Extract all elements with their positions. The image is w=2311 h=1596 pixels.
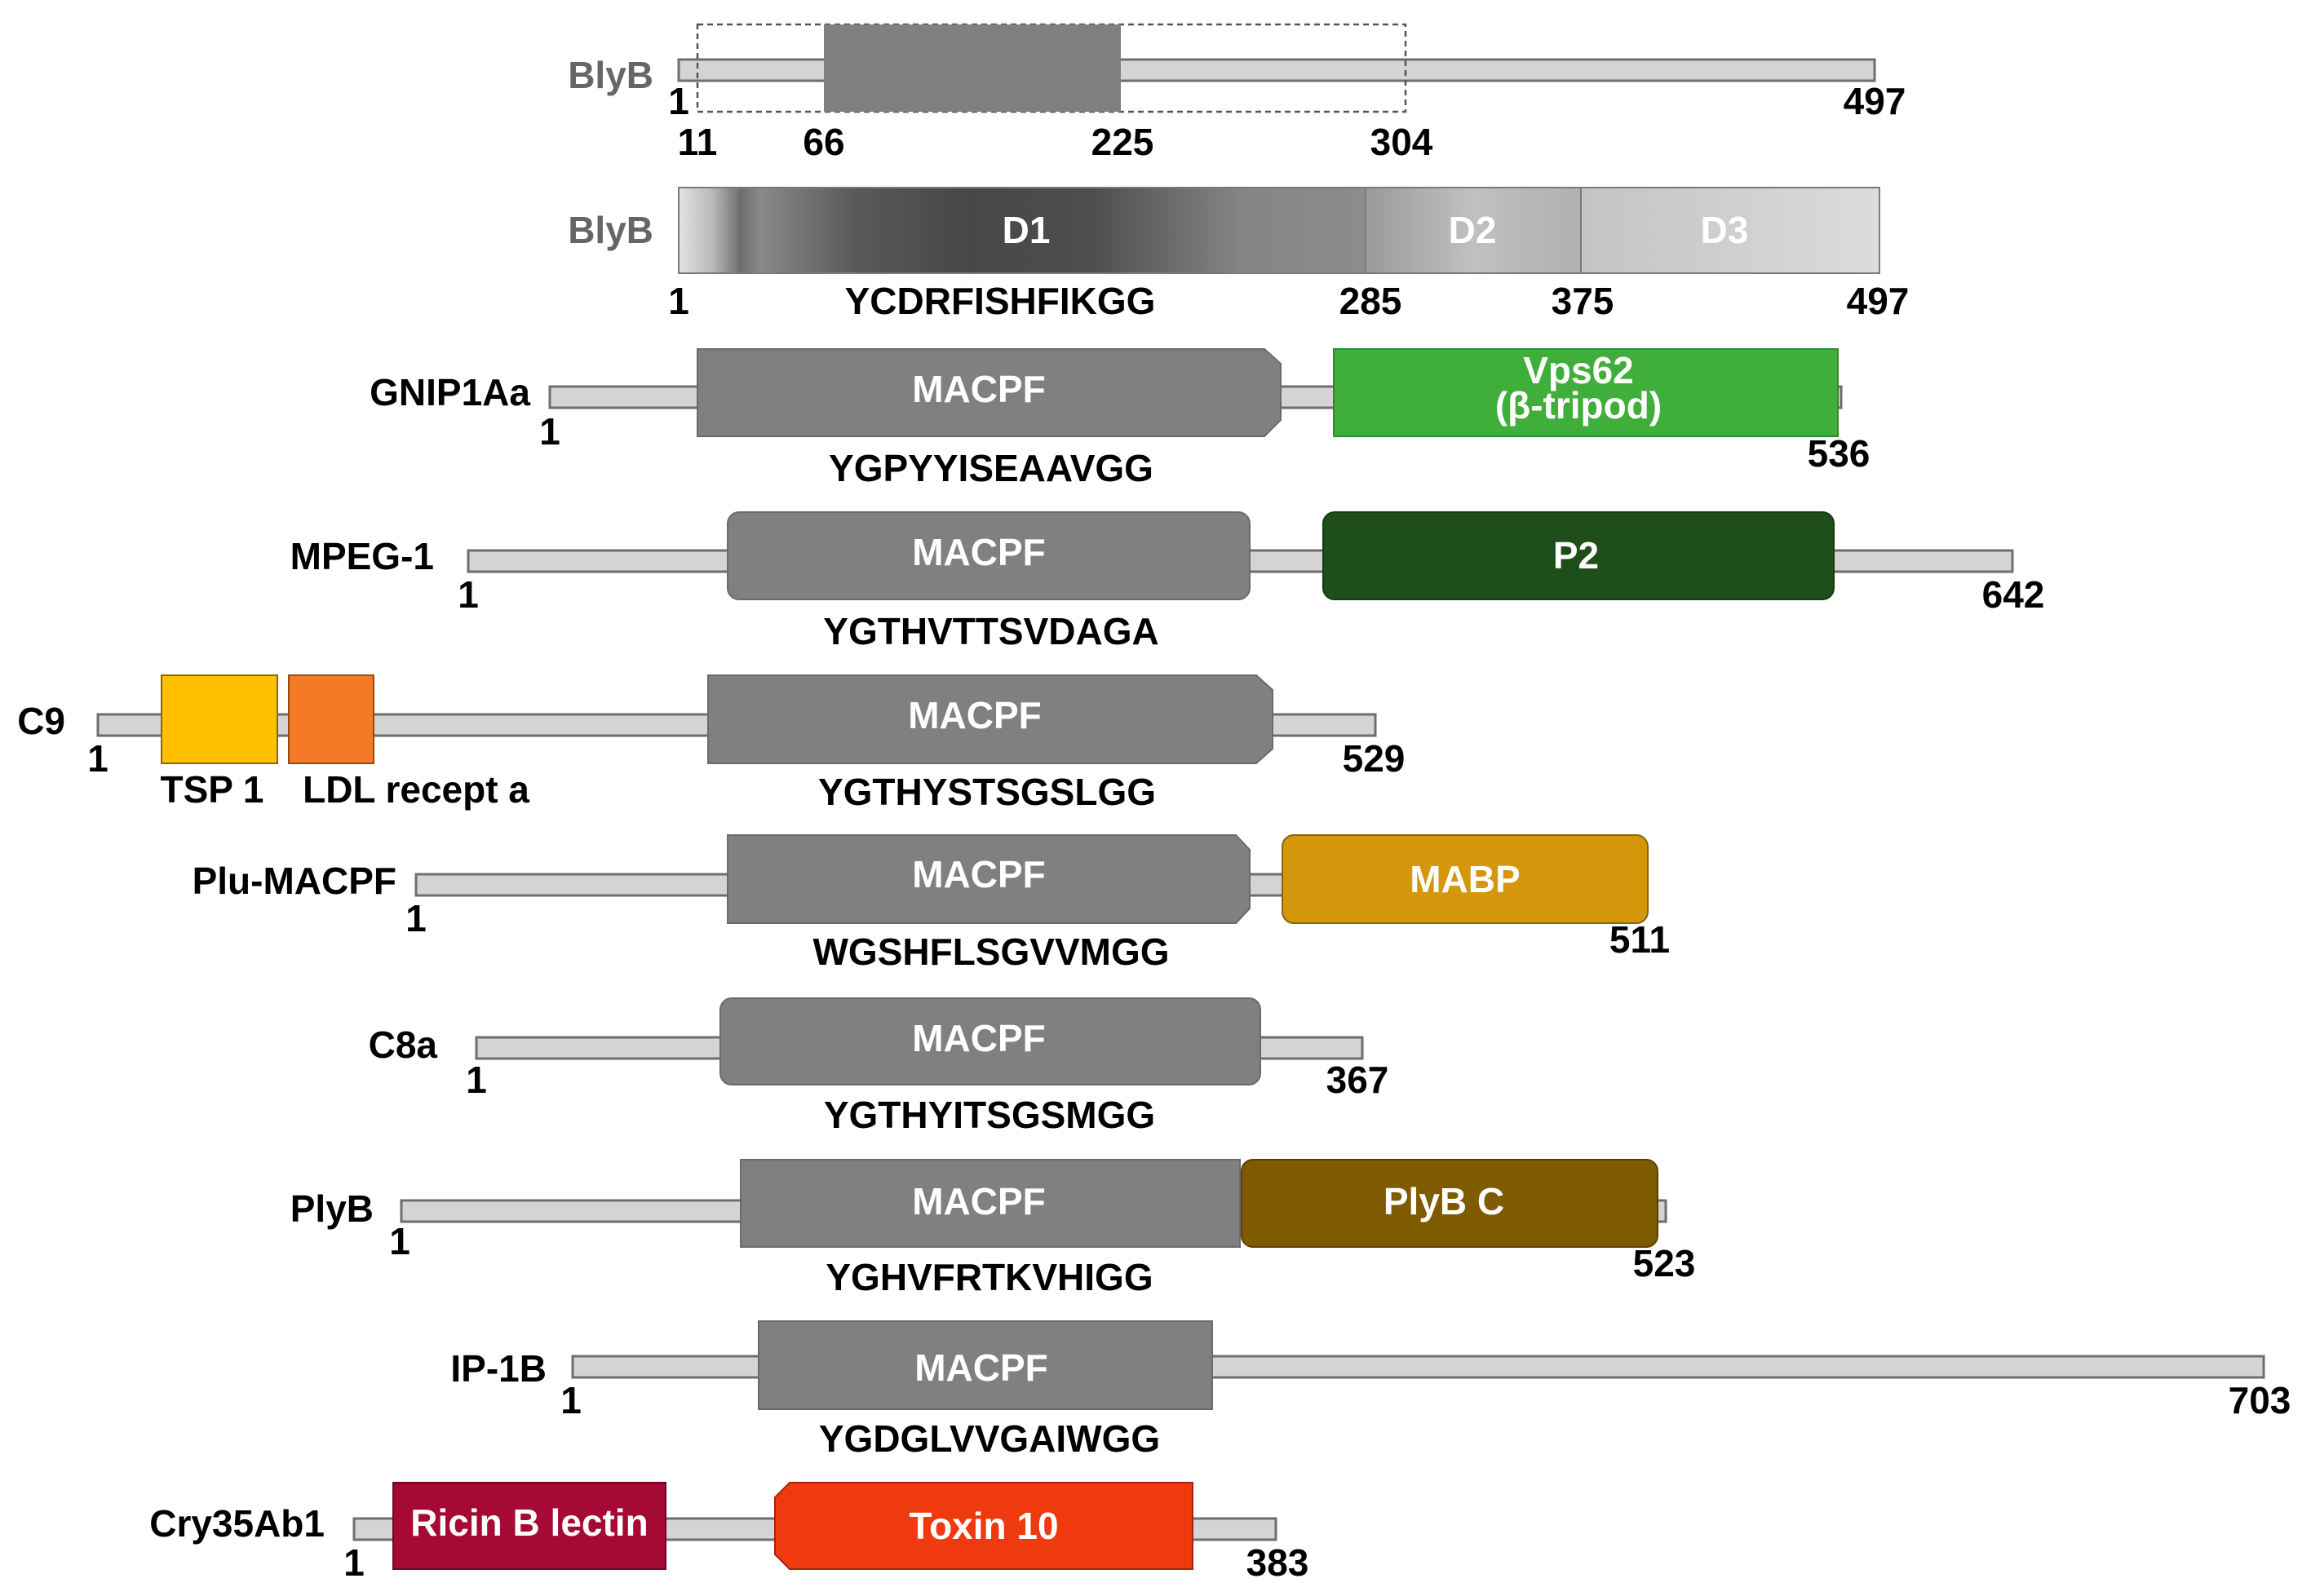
end-number-mpeg1: 642	[1982, 573, 2045, 616]
domain-d2	[1365, 187, 1582, 274]
domain-label-mabp: MABP	[1410, 858, 1520, 900]
macpf-domain-plyb	[740, 1159, 1241, 1248]
domain-label-toxin10: Toxin 10	[909, 1505, 1058, 1547]
domain-label-macpf-c8a: MACPF	[912, 1017, 1046, 1059]
domain-label-macpf-plyb: MACPF	[912, 1180, 1046, 1222]
start-number-c8a: 1	[466, 1059, 487, 1101]
start-number-blyb-domains: 1	[668, 280, 689, 322]
start-number-plu-macpf: 1	[405, 897, 427, 939]
macpf-domain-ip1b	[758, 1320, 1213, 1410]
protein-name-blyb-top: BlyB	[568, 54, 653, 96]
macpf-domain-c9	[707, 674, 1273, 764]
start-number-ip1b: 1	[560, 1379, 582, 1421]
marker-304: 304	[1370, 121, 1433, 163]
mabp-domain	[1282, 834, 1649, 924]
end-number-c8a: 367	[1326, 1059, 1389, 1101]
macpf-domain-plu-macpf	[727, 834, 1251, 924]
protein-name-gnip1aa: GNIP1Aa	[370, 371, 530, 413]
start-number-blyb-top: 1	[668, 80, 689, 122]
row-gnip1aa: GNIP1Aa MACPF Vps62 (β-tripod) 1 536 YGP…	[370, 348, 1870, 489]
end-number-c9: 529	[1343, 737, 1406, 780]
start-number-plyb: 1	[389, 1220, 410, 1262]
start-number-c9: 1	[87, 737, 108, 780]
domain-label-plyb-c: PlyB C	[1384, 1180, 1504, 1222]
tsp1-domain	[161, 674, 278, 764]
domain-d3	[1580, 187, 1880, 274]
protein-name-plu-macpf: Plu-MACPF	[193, 860, 396, 902]
domain-label-macpf-mpeg1: MACPF	[912, 531, 1046, 573]
domain-label-macpf-gnip1aa: MACPF	[912, 368, 1046, 410]
boundary-285: 285	[1339, 280, 1402, 322]
row-c8a: C8a MACPF 1 367 YGTHYITSGSMGG	[369, 997, 1389, 1136]
protein-name-c8a: C8a	[369, 1023, 438, 1066]
protein-name-blyb-domains: BlyB	[568, 209, 653, 251]
motif-sequence-mpeg1: YGTHVTTSVDAGA	[823, 610, 1158, 652]
motif-sequence-gnip1aa: YGPYYISEAAVGG	[829, 447, 1153, 489]
vps62-domain	[1333, 348, 1839, 437]
end-number-plyb: 523	[1633, 1242, 1696, 1284]
macpf-domain-gnip1aa	[697, 348, 1282, 437]
row-mpeg1: MPEG-1 MACPF P2 1 642 YGTHVTTSVDAGA	[290, 511, 2045, 652]
boundary-375: 375	[1552, 280, 1614, 322]
marker-11: 11	[678, 121, 718, 163]
row-c9: C9 MACPF 1 529 TSP 1 LDL recept a YGTHYS…	[17, 674, 1406, 813]
motif-sequence-blyb: YCDRFISHFIKGG	[845, 280, 1156, 322]
end-number-plu-macpf: 511	[1609, 918, 1670, 961]
protein-name-c9: C9	[17, 700, 65, 742]
domain-label-p2: P2	[1553, 534, 1599, 577]
motif-sequence-plu-macpf: WGSHFLSGVVMGG	[813, 931, 1170, 973]
protein-name-plyb: PlyB	[290, 1187, 374, 1230]
motif-sequence-plyb: YGHVFRTKVHIGG	[826, 1256, 1153, 1298]
domain-label-ricin-b-lectin: Ricin B lectin	[410, 1501, 648, 1544]
row-plyb: PlyB MACPF PlyB C 1 523 YGHVFRTKVHIGG	[290, 1159, 1696, 1298]
toxin10-domain	[774, 1482, 1193, 1570]
plyb-c-domain	[1241, 1159, 1658, 1248]
marker-66: 66	[803, 121, 844, 163]
sublabel-ldl-recept-a: LDL recept a	[303, 768, 529, 811]
macpf-core-region	[824, 24, 1121, 112]
end-number-gnip1aa: 536	[1808, 432, 1870, 475]
domain-label-macpf-ip1b: MACPF	[914, 1346, 1048, 1389]
start-number-mpeg1: 1	[458, 573, 479, 616]
motif-sequence-c8a: YGTHYITSGSMGG	[824, 1094, 1155, 1136]
start-number-gnip1aa: 1	[539, 410, 560, 453]
row-blyb-top: BlyB 1 497 11 66 225 304	[568, 23, 1906, 163]
domain-label-macpf-c9: MACPF	[908, 694, 1042, 736]
protein-name-cry35ab1: Cry35Ab1	[149, 1502, 325, 1545]
macpf-domain-c8a	[719, 997, 1261, 1085]
row-ip1b: IP-1B MACPF 1 703 YGDGLVVGAIWGG	[450, 1320, 2291, 1460]
row-plu-macpf: Plu-MACPF MACPF MABP 1 511 WGSHFLSGVVMGG	[193, 834, 1670, 973]
p2-domain	[1322, 511, 1835, 600]
row-cry35ab1: Cry35Ab1 Ricin B lectin Toxin 10 1 383	[149, 1482, 1309, 1584]
end-number-ip1b: 703	[2229, 1379, 2291, 1421]
protein-name-ip1b: IP-1B	[450, 1347, 547, 1390]
domain-d1	[678, 187, 1366, 274]
domain-label-beta-tripod: (β-tripod)	[1495, 384, 1662, 427]
domain-label-vps62: Vps62	[1523, 349, 1634, 391]
ldl-receptor-domain	[288, 674, 374, 764]
start-number-cry35ab1: 1	[343, 1541, 365, 1584]
row-blyb-domains: BlyB D1 D2 D3 1 YCDRFISHFIKGG 285 375 49…	[568, 187, 1910, 322]
end-number-blyb-domains: 497	[1847, 280, 1910, 322]
end-number-blyb-top: 497	[1844, 80, 1906, 122]
end-number-cry35ab1: 383	[1246, 1541, 1309, 1584]
domain-label-macpf-plu: MACPF	[912, 853, 1046, 895]
domain-label-d2: D2	[1449, 209, 1497, 251]
sublabel-tsp1: TSP 1	[161, 768, 264, 811]
motif-sequence-ip1b: YGDGLVVGAIWGG	[819, 1417, 1160, 1460]
domain-label-d3: D3	[1701, 209, 1749, 251]
macpf-domain-mpeg1	[727, 511, 1251, 600]
ricin-b-lectin-domain	[392, 1482, 666, 1570]
marker-225: 225	[1091, 121, 1154, 163]
domain-label-d1: D1	[1003, 209, 1051, 251]
motif-sequence-c9: YGTHYSTSGSLGG	[818, 771, 1156, 813]
protein-name-mpeg1: MPEG-1	[290, 535, 434, 577]
